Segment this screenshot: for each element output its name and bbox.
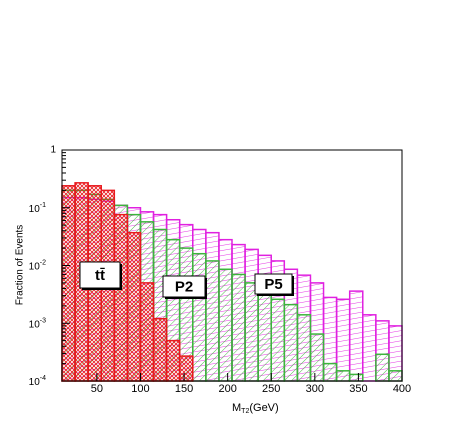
histogram-bar — [348, 290, 364, 382]
label-box — [162, 275, 206, 298]
y-tick-base: 10 — [29, 377, 41, 388]
histogram-bar — [270, 298, 286, 382]
histogram-bar — [139, 282, 155, 382]
y-tick-label: 1 — [50, 145, 56, 156]
histogram-bar — [244, 282, 259, 382]
y-tick-label: 10-1 — [29, 202, 46, 215]
histogram-bar — [388, 370, 403, 382]
label-box — [79, 261, 121, 289]
y-tick-exponent: -2 — [40, 259, 46, 266]
histogram-bar — [335, 298, 351, 382]
histogram-bar — [192, 252, 207, 382]
y-axis-label: Fraction of Events — [15, 225, 26, 306]
histogram-bar — [126, 231, 142, 382]
y-tick-exponent: -4 — [40, 375, 46, 382]
label-box — [254, 273, 293, 295]
x-tick-label: 100 — [131, 383, 149, 395]
histogram-bar — [296, 314, 312, 382]
y-tick-label: 10-2 — [29, 259, 46, 272]
histogram-bar — [178, 355, 194, 382]
histogram-bar — [113, 213, 129, 382]
histogram-bar — [348, 373, 364, 382]
x-tick-label: 350 — [349, 383, 367, 395]
histogram-bar — [61, 185, 76, 382]
x-label-main: M — [232, 402, 241, 414]
x-tick-label: 150 — [175, 383, 193, 395]
y-tick-base: 10 — [29, 261, 41, 272]
histogram-bar — [362, 314, 377, 382]
histogram-bar — [322, 362, 338, 382]
x-label-sub: T2 — [241, 408, 249, 415]
x-tick-label: 250 — [262, 383, 280, 395]
histogram-bar — [309, 333, 325, 382]
histogram-bar — [205, 260, 220, 382]
histogram-bar — [165, 339, 181, 382]
histogram-bar — [218, 268, 233, 382]
x-tick-label: 300 — [306, 383, 324, 395]
histogram-bar — [231, 273, 246, 382]
series-label: tt̄ — [95, 267, 105, 284]
y-tick-label: 10-3 — [29, 317, 46, 330]
y-tick-exponent: -3 — [40, 317, 46, 324]
series-label: P5 — [264, 276, 282, 293]
histogram-bar — [257, 290, 272, 382]
histogram-bar — [152, 317, 168, 382]
x-axis-label: MT2(GeV) — [232, 402, 279, 415]
x-tick-label: 200 — [218, 383, 236, 395]
series-label: P2 — [175, 278, 193, 295]
histogram-bar — [375, 353, 390, 382]
x-tick-label: 50 — [91, 383, 103, 395]
histogram-bar — [335, 370, 351, 382]
y-tick-base: 10 — [29, 203, 41, 214]
x-tick-label: 400 — [393, 383, 411, 395]
y-tick-base: 10 — [29, 319, 41, 330]
x-label-unit: (GeV) — [249, 402, 278, 414]
y-tick-exponent: -1 — [40, 202, 46, 209]
y-tick-label: 10-4 — [29, 375, 46, 388]
histogram-bar — [283, 303, 299, 382]
